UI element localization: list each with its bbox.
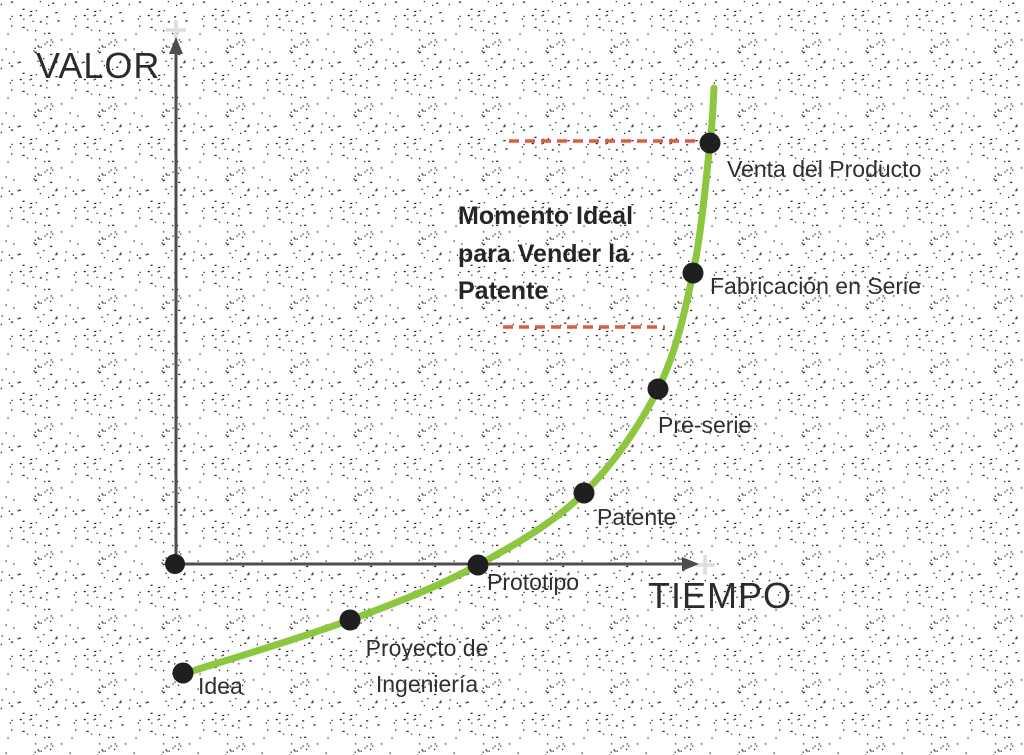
milestone-dot — [172, 662, 194, 684]
ghost-plus-mark — [166, 20, 186, 40]
ghost-plus-mark — [695, 555, 715, 575]
y-axis-label: VALOR — [36, 45, 161, 86]
milestone-label-pre-serie: Pre-serie — [658, 412, 752, 438]
milestone-dot — [647, 378, 669, 400]
x-axis-arrowhead — [682, 557, 699, 571]
milestone-label-patente: Patente — [597, 504, 677, 530]
milestone-label-proyecto-de-ingenieria: Proyecto de Ingeniería — [365, 635, 489, 697]
milestone-label-venta-del-producto: Venta del Producto — [727, 156, 922, 182]
ghost-marks — [166, 20, 715, 575]
milestone-dot — [682, 262, 704, 284]
milestone-dot — [573, 482, 595, 504]
milestone-dots — [172, 132, 721, 684]
origin-dot — [165, 554, 185, 574]
milestone-dot — [339, 609, 361, 631]
x-axis-label: TIEMPO — [648, 575, 793, 616]
dashed-reference-lines — [503, 139, 698, 329]
milestone-label-idea: Idea — [198, 673, 243, 699]
y-axis-arrowhead — [169, 37, 183, 54]
milestone-dot — [699, 132, 721, 154]
milestone-label-prototipo: Prototipo — [487, 569, 580, 595]
milestone-label-fabricacion-en-serie: Fabricación en Serie — [710, 273, 921, 299]
milestone-dot — [467, 554, 489, 576]
annotation-momento-ideal: Momento Ideal para Vender la Patente — [458, 202, 634, 305]
axes — [165, 37, 699, 574]
